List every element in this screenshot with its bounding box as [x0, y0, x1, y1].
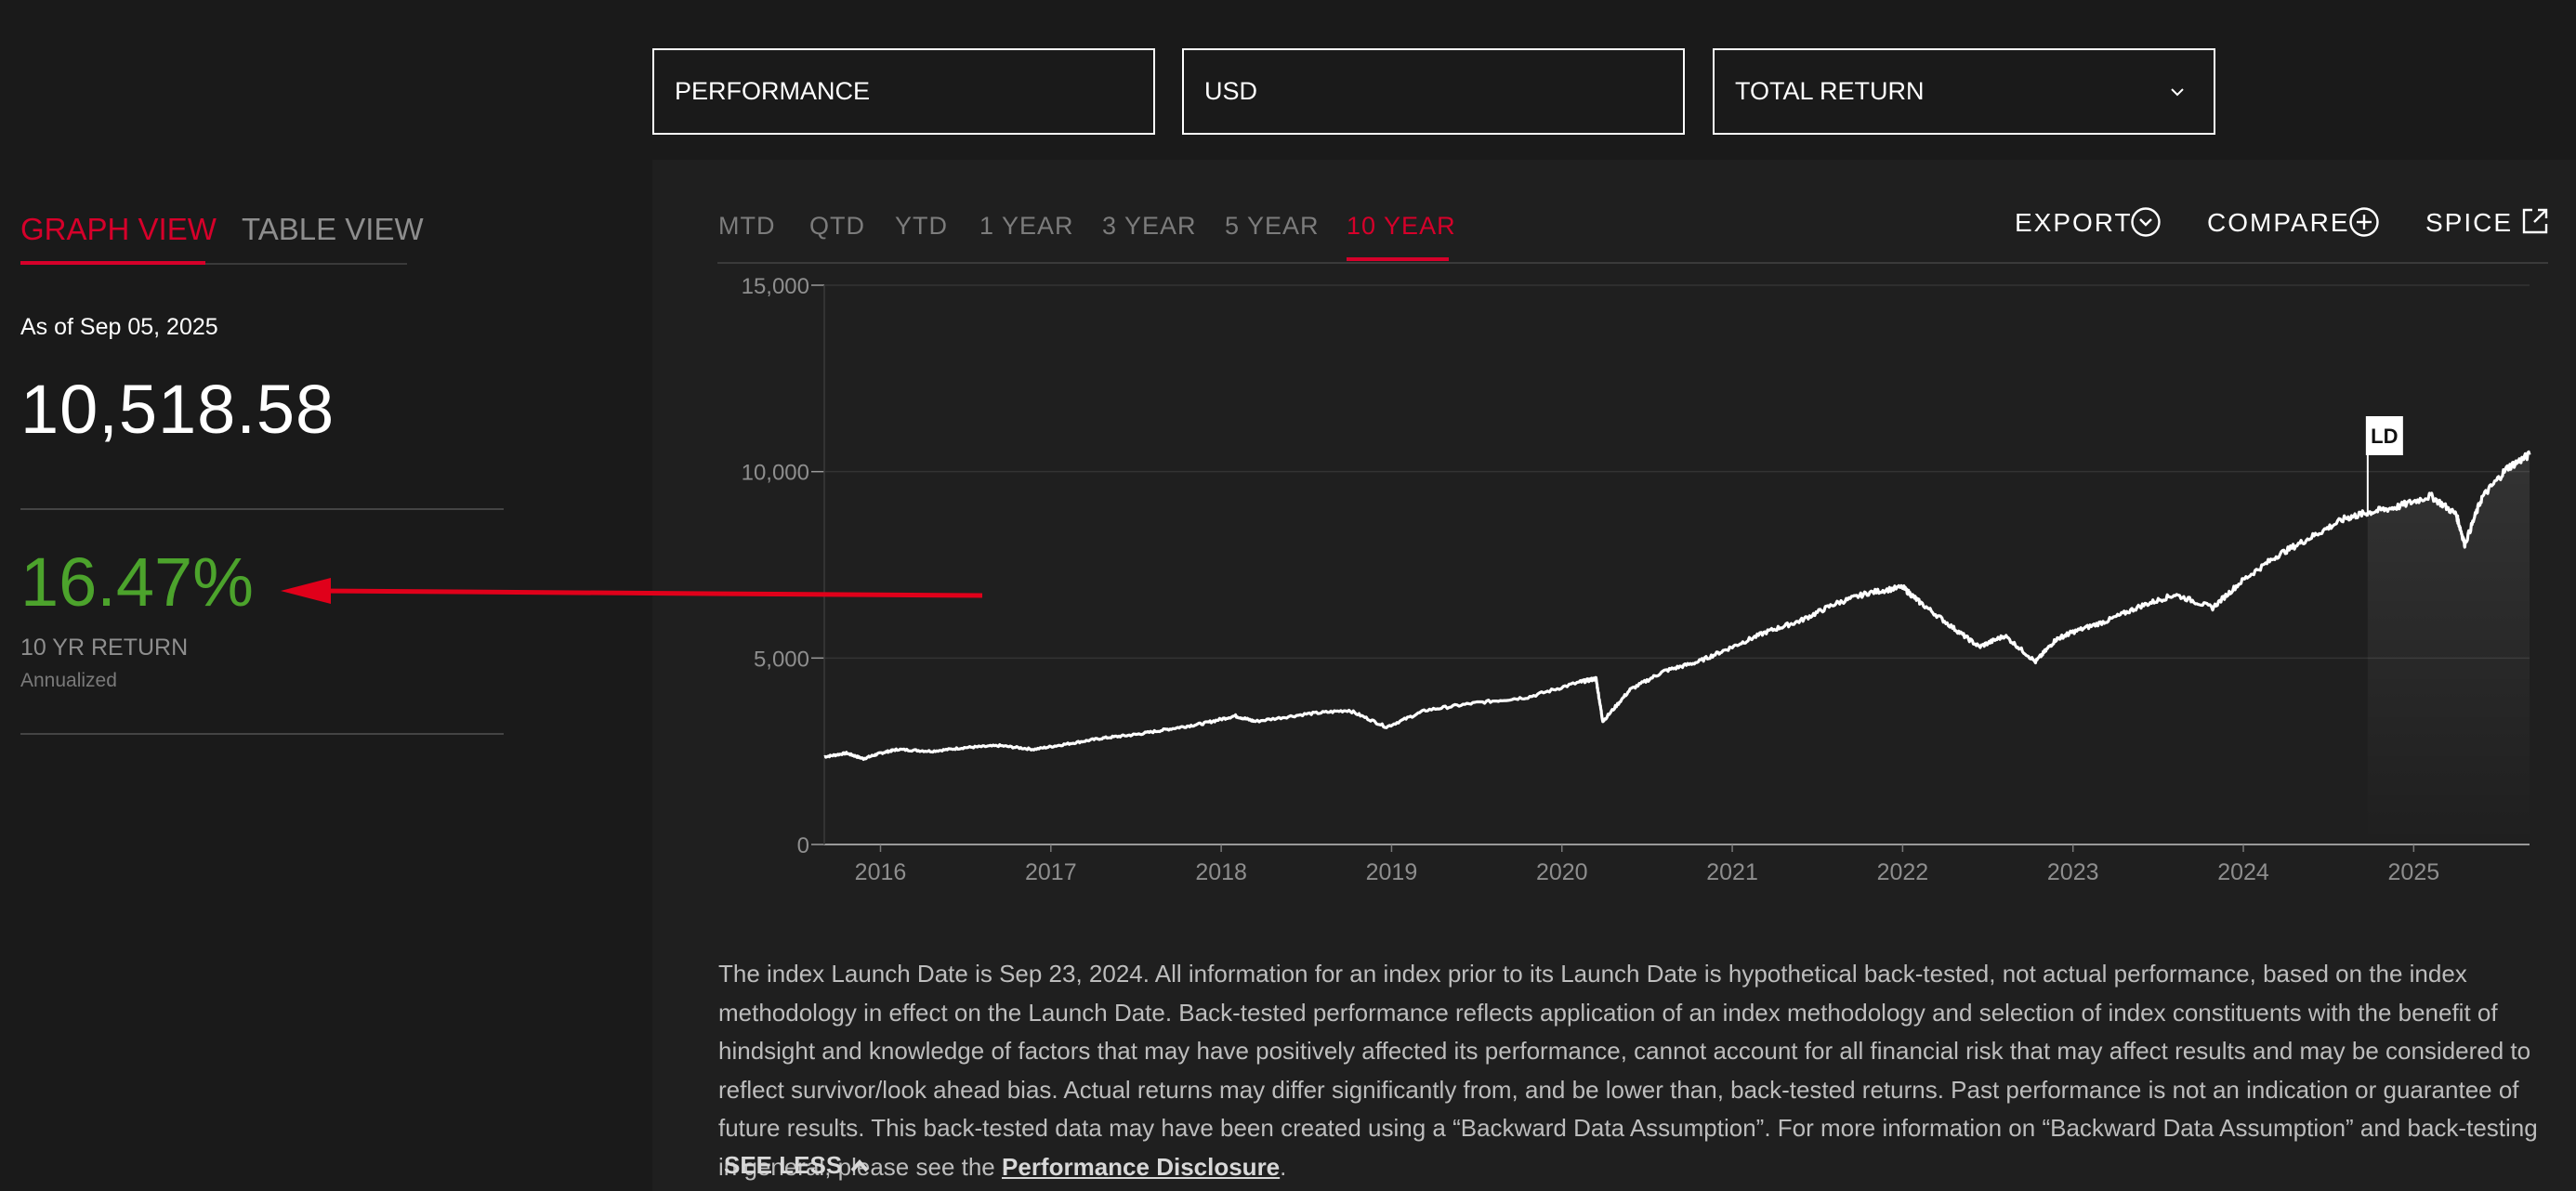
period-tabs-divider [717, 262, 2548, 264]
external-link-icon[interactable] [2520, 206, 2550, 236]
disclaimer-body: The index Launch Date is Sep 23, 2024. A… [718, 960, 2538, 1181]
y-tick-label: 15,000 [742, 274, 809, 299]
chart-panel [652, 160, 2576, 1191]
x-tick-label: 2024 [2217, 859, 2269, 885]
disclaimer-text: The index Launch Date is Sep 23, 2024. A… [718, 955, 2554, 1186]
x-tick-label: 2022 [1877, 859, 1929, 885]
return-note: Annualized [20, 670, 117, 691]
tab-period-10-year[interactable]: 10 YEAR [1347, 212, 1456, 240]
x-tick-label: 2017 [1025, 859, 1077, 885]
tab-graph-view[interactable]: GRAPH VIEW [20, 212, 217, 246]
chevron-circle-icon[interactable] [2130, 206, 2162, 238]
chevron-up-icon [850, 1158, 869, 1171]
launch-date-marker-label: LD [2371, 425, 2398, 448]
x-tick-label: 2023 [2047, 859, 2099, 885]
tab-divider [205, 263, 407, 265]
divider [20, 733, 504, 735]
x-tick-label: 2025 [2388, 859, 2440, 885]
launch-date-marker-box [2365, 416, 2403, 455]
y-tick-label: 0 [797, 833, 809, 858]
return-label: 10 YR RETURN [20, 635, 189, 661]
performance-select[interactable]: PERFORMANCE [652, 48, 1155, 135]
spice-link[interactable]: SPICE [2425, 208, 2513, 238]
currency-select-value: USD [1204, 77, 1258, 105]
tab-period-qtd[interactable]: QTD [809, 212, 865, 240]
active-tab-indicator [20, 261, 205, 265]
post-launch-area [2367, 452, 2530, 844]
performance-select-value: PERFORMANCE [675, 77, 871, 105]
tab-period-1-year[interactable]: 1 YEAR [979, 212, 1074, 240]
divider [20, 508, 504, 510]
performance-disclosure-link[interactable]: Performance Disclosure [1002, 1152, 1281, 1181]
currency-select[interactable]: USD [1182, 48, 1685, 135]
tab-period-mtd[interactable]: MTD [718, 212, 776, 240]
return-value: 16.47% [20, 543, 254, 621]
series-line [823, 450, 2531, 761]
active-period-indicator [1347, 257, 1449, 261]
compare-label: COMPARE [2207, 208, 2350, 237]
tab-table-view[interactable]: TABLE VIEW [242, 212, 424, 246]
see-less-label: SEE LESS [724, 1151, 843, 1179]
tab-period-ytd[interactable]: YTD [895, 212, 948, 240]
x-tick-label: 2019 [1366, 859, 1418, 885]
x-tick-label: 2018 [1195, 859, 1247, 885]
see-less-toggle[interactable]: SEE LESS [724, 1151, 870, 1180]
return-type-select[interactable]: TOTAL RETURN [1713, 48, 2215, 135]
export-label: EXPORT [2015, 208, 2133, 237]
as-of-date: As of Sep 05, 2025 [20, 314, 218, 340]
compare-button[interactable]: COMPARE [2207, 208, 2350, 238]
plus-circle-icon[interactable] [2348, 206, 2380, 238]
chevron-down-icon [2171, 88, 2184, 97]
x-tick-label: 2021 [1706, 859, 1758, 885]
x-tick-label: 2020 [1536, 859, 1588, 885]
index-level: 10,518.58 [20, 371, 335, 448]
tab-period-5-year[interactable]: 5 YEAR [1225, 212, 1320, 240]
disclaimer-suffix: . [1280, 1152, 1287, 1181]
export-button[interactable]: EXPORT [2015, 208, 2133, 238]
spice-label: SPICE [2425, 208, 2514, 237]
return-type-select-value: TOTAL RETURN [1735, 77, 1925, 105]
tab-period-3-year[interactable]: 3 YEAR [1102, 212, 1197, 240]
x-tick-label: 2016 [855, 859, 907, 885]
y-tick-label: 5,000 [754, 647, 809, 672]
y-tick-label: 10,000 [742, 461, 809, 486]
